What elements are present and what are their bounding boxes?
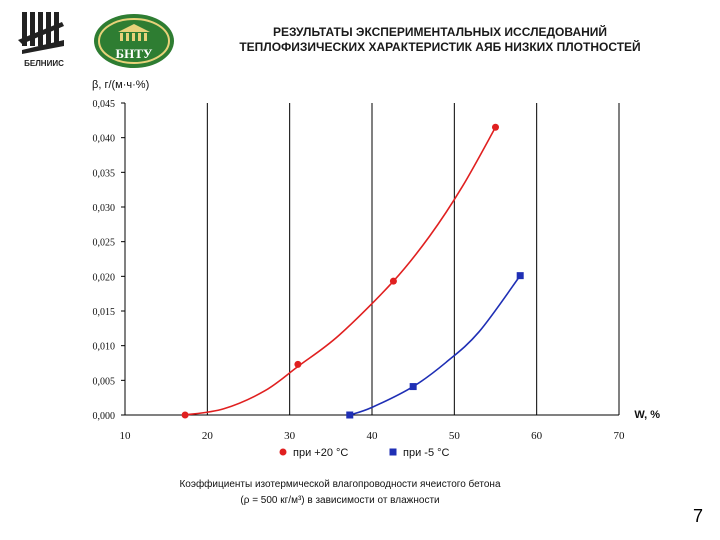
y-axis-label: β, г/(м·ч·%) — [92, 79, 149, 91]
caption-line-1: Коэффициенты изотермической влагопроводн… — [179, 479, 501, 490]
title-line-1: РЕЗУЛЬТАТЫ ЭКСПЕРИМЕНТАЛЬНЫХ ИССЛЕДОВАНИ… — [272, 25, 608, 39]
y-tick-label: 0,045 — [93, 99, 116, 110]
data-point-1 — [389, 277, 397, 285]
caption-line-2: (ρ = 500 кг/м³) в зависимости от влажнос… — [240, 495, 440, 506]
chart-axes — [121, 102, 619, 416]
y-tick-label: 0,035 — [93, 168, 116, 179]
data-point-1 — [492, 123, 499, 131]
y-tick-label: 0,000 — [93, 411, 116, 422]
belniis-logo: БЕЛНИИС — [14, 10, 74, 70]
y-tick-label: 0,010 — [93, 342, 116, 353]
series-markers — [181, 123, 524, 419]
x-tick-label: 30 — [284, 430, 296, 442]
legend-label-2: при -5 °С — [403, 447, 450, 459]
logo2-text: БНТУ — [116, 46, 153, 61]
legend-marker-2 — [389, 448, 397, 456]
y-tick-label: 0,040 — [93, 134, 116, 145]
y-tick-label: 0,030 — [93, 203, 116, 214]
chart: 0,000 0,005 0,010 0,015 0,020 0,025 0,030 0,035… — [92, 79, 660, 459]
data-point-2 — [346, 411, 354, 419]
figure-caption: Коэффициенты изотермической влагопроводн… — [150, 477, 530, 509]
chart-grid — [206, 103, 620, 415]
logo1-text: БЕЛНИИС — [24, 59, 64, 68]
slide-title: РЕЗУЛЬТАТЫ ЭКСПЕРИМЕНТАЛЬНЫХ ИССЛЕДОВАНИ… — [190, 25, 690, 55]
data-point-1 — [181, 411, 189, 419]
legend-label-1: при +20 °С — [293, 447, 348, 459]
x-tick-label: 50 — [449, 430, 461, 442]
x-axis-label: W, % — [634, 409, 660, 421]
data-point-1 — [294, 360, 302, 368]
data-point-2 — [409, 383, 417, 391]
x-tick-label: 40 — [367, 430, 379, 442]
x-tick-label: 70 — [614, 430, 626, 442]
page-number: 7 — [693, 506, 704, 526]
y-tick-labels: 0,000 0,005 0,010 0,015 0,020 0,025 0,030 0,035… — [93, 99, 116, 422]
bntu-logo: БНТУ — [92, 12, 176, 70]
x-tick-label: 60 — [531, 430, 543, 442]
y-tick-label: 0,015 — [93, 307, 116, 318]
y-tick-label: 0,025 — [93, 238, 116, 249]
x-tick-label: 20 — [202, 430, 214, 442]
series-line-2 — [349, 275, 521, 416]
chart-legend: при +20 °С при -5 °С — [279, 447, 450, 459]
title-line-2: ТЕПЛОФИЗИЧЕСКИХ ХАРАКТЕРИСТИК АЯБ НИЗКИХ… — [239, 40, 641, 54]
legend-marker-1 — [279, 448, 287, 456]
y-tick-label: 0,005 — [93, 376, 116, 387]
x-tick-label: 10 — [120, 430, 132, 442]
data-point-2 — [516, 272, 524, 280]
series-line-1 — [184, 126, 497, 416]
x-tick-labels: 10 20 30 40 50 60 70 — [120, 430, 626, 442]
series-curves — [184, 126, 521, 416]
y-tick-label: 0,020 — [93, 272, 116, 283]
